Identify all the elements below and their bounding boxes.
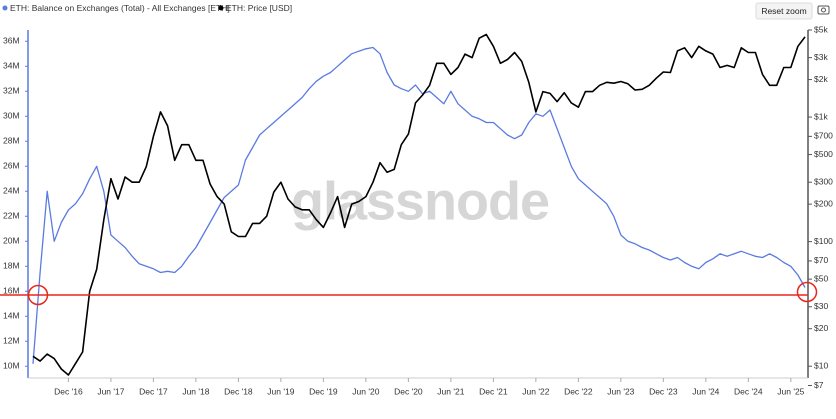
y-tick-label: 20M [3, 236, 20, 246]
x-tick-label: Jun '18 [182, 386, 209, 396]
highlight-circle [27, 284, 49, 306]
x-tick-label: Jun '20 [352, 386, 379, 396]
y2-tick-label: $50 [814, 273, 828, 283]
y-tick-label: 16M [3, 286, 20, 296]
button-bg[interactable] [755, 2, 813, 20]
y-tick-label: 30M [3, 111, 20, 121]
y2-tick-label: $70 [814, 255, 828, 265]
x-tick-label: Dec '24 [734, 386, 763, 396]
y-tick-label: 36M [3, 36, 20, 46]
camera-body[interactable] [817, 5, 830, 15]
y-tick-label: 10M [3, 361, 20, 371]
y2-tick-label: $700 [814, 131, 833, 141]
y2-tick-label: $20 [814, 323, 828, 333]
legend-swatch [2, 5, 8, 11]
x-tick-label: Dec '22 [564, 386, 593, 396]
button-label[interactable]: Reset zoom [761, 6, 806, 16]
y-tick-label: 18M [3, 261, 20, 271]
y2-tick-label: $3k [814, 52, 828, 62]
camera-icon[interactable] [817, 5, 830, 15]
x-tick-label: Jun '19 [267, 386, 294, 396]
x-tick-label: Dec '23 [649, 386, 678, 396]
x-tick-label: Jun '21 [437, 386, 464, 396]
y2-tick-label: $300 [814, 176, 833, 186]
x-tick-label: Dec '19 [309, 386, 338, 396]
legend-label[interactable]: ETH: Balance on Exchanges (Total) - All … [10, 3, 230, 13]
y-tick-label: 34M [3, 61, 20, 71]
y-tick-label: 28M [3, 136, 20, 146]
y2-tick-label: $7 [814, 380, 824, 390]
y-tick-label: 12M [3, 336, 20, 346]
x-tick-label: Dec '16 [54, 386, 83, 396]
y-tick-label: 26M [3, 161, 20, 171]
y2-tick-label: $1k [814, 111, 828, 121]
y2-tick-label: $2k [814, 74, 828, 84]
series-line [32, 33, 806, 376]
x-tick-label: Dec '21 [479, 386, 508, 396]
x-tick-label: Dec '20 [394, 386, 423, 396]
reset-zoom-button[interactable]: Reset zoom [755, 2, 813, 20]
camera-lens[interactable] [821, 7, 826, 13]
y-tick-label: 32M [3, 86, 20, 96]
y-tick-label: 22M [3, 211, 20, 221]
y-tick-label: 14M [3, 311, 20, 321]
highlight-circle [796, 281, 818, 303]
y-tick-label: 24M [3, 186, 20, 196]
x-tick-label: Dec '17 [139, 386, 168, 396]
y2-tick-label: $200 [814, 198, 833, 208]
x-tick-label: Dec '18 [224, 386, 253, 396]
legend-label[interactable]: ETH: Price [USD] [226, 3, 292, 13]
x-tick-label: Jun '25 [777, 386, 804, 396]
series-line [32, 46, 806, 364]
x-tick-label: Jun '23 [607, 386, 634, 396]
legend: ETH: Balance on Exchanges (Total) - All … [2, 3, 292, 13]
x-tick-label: Jun '22 [522, 386, 549, 396]
watermark: glassnode [291, 171, 549, 231]
y2-tick-label: $10 [814, 360, 828, 370]
y2-tick-label: $500 [814, 149, 833, 159]
y2-tick-label: $100 [814, 236, 833, 246]
x-tick-label: Jun '24 [692, 386, 719, 396]
y2-tick-label: $30 [814, 301, 828, 311]
y2-tick-label: $5k [814, 24, 828, 34]
x-tick-label: Jun '17 [97, 386, 124, 396]
legend-swatch [218, 5, 224, 11]
